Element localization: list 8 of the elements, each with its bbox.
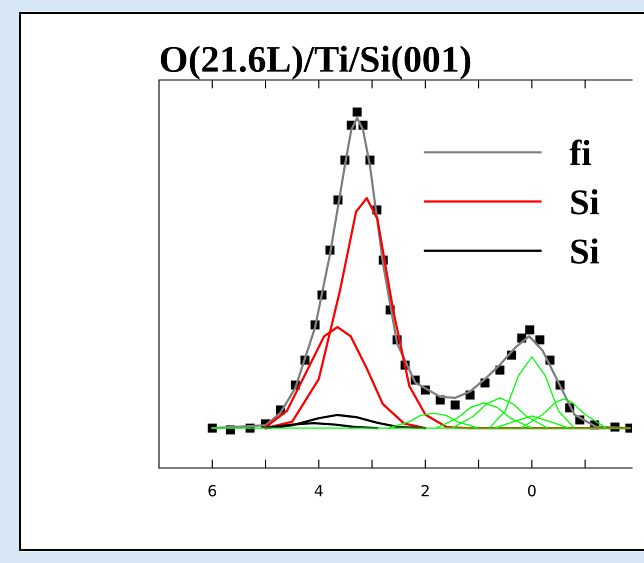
legend-label: Si <box>571 238 599 264</box>
legend-label: Si <box>571 189 599 215</box>
legend-label: fi <box>570 140 591 165</box>
x-tick-label: 2 <box>422 484 429 496</box>
x-tick-label: 4 <box>314 485 323 496</box>
chart-title: O(21.6L)/Ti/Si(001) <box>160 46 470 80</box>
x-tick-label: 0 <box>528 484 536 496</box>
x-tick-label: 6 <box>208 484 216 496</box>
